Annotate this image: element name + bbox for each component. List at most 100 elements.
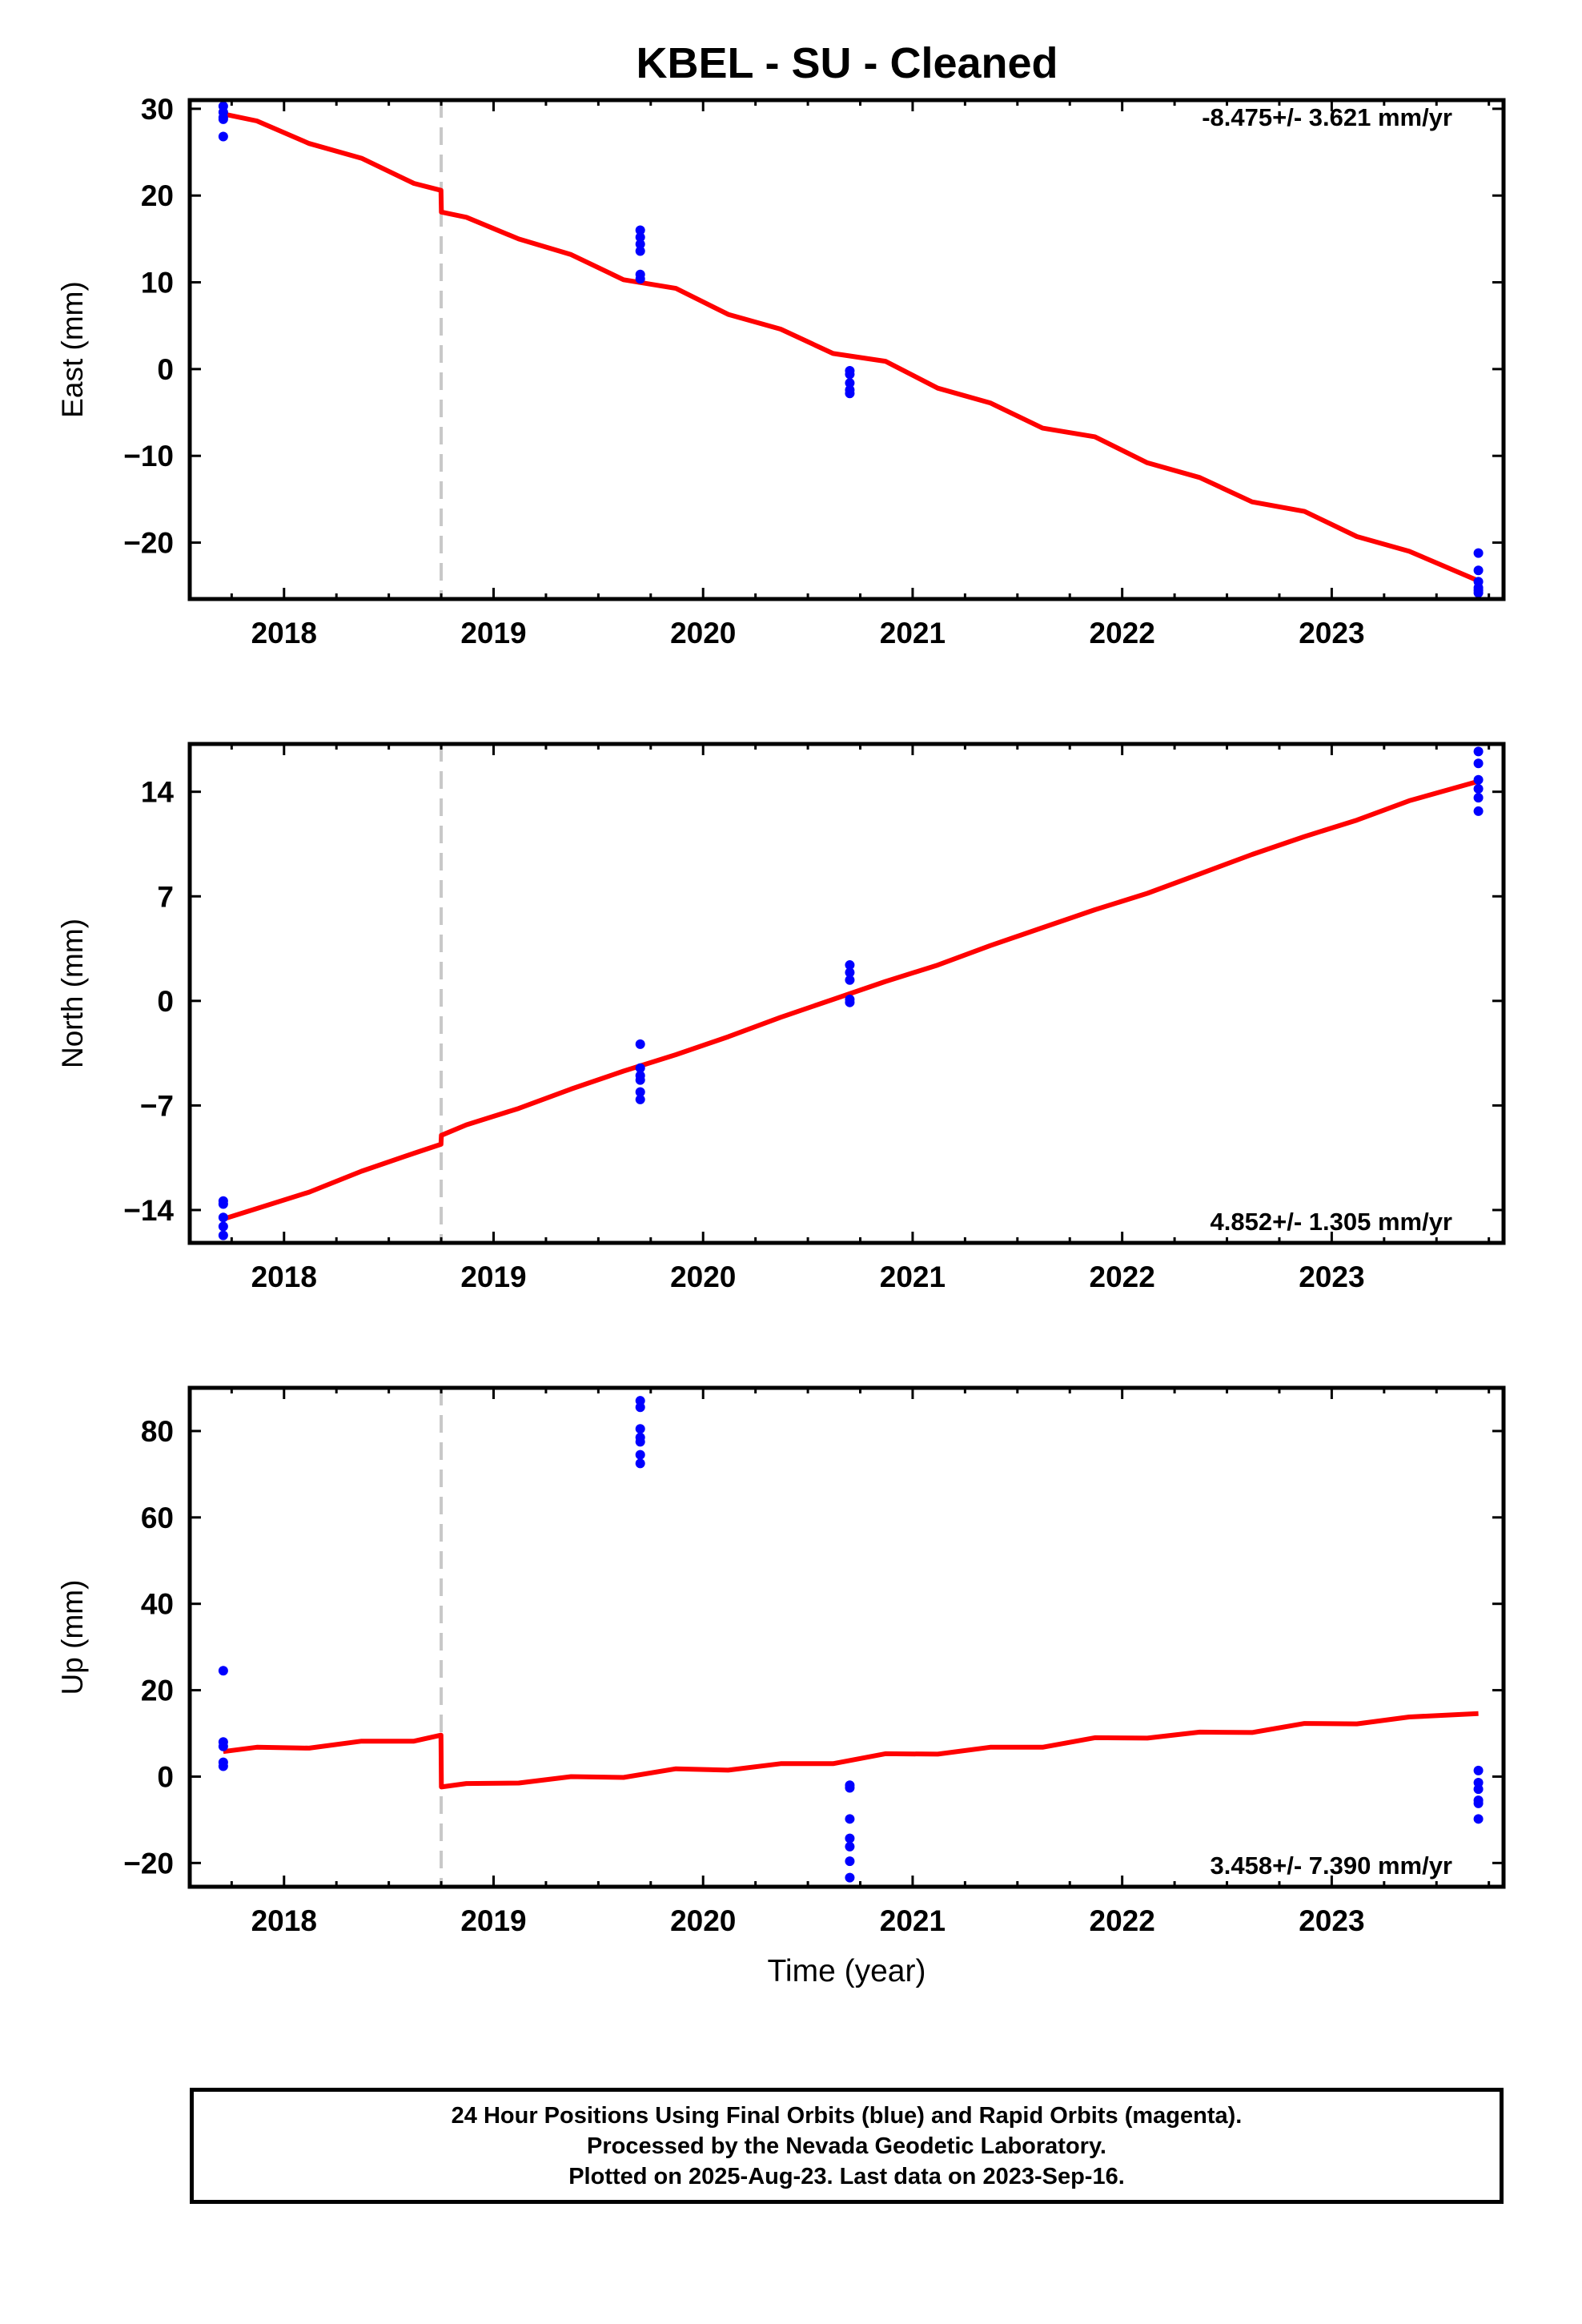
footer-box: 24 Hour Positions Using Final Orbits (bl… <box>190 2088 1504 2204</box>
up-data-point <box>635 1449 645 1460</box>
north-data-point <box>218 1212 228 1223</box>
up-model-fit-line <box>223 1711 1479 1790</box>
x-axis-label: Time (year) <box>768 1954 926 1988</box>
up-data-point <box>1473 1784 1484 1795</box>
east-data-point <box>1473 565 1484 576</box>
north-data-point <box>1473 783 1484 794</box>
east-x-tick-label: 2022 <box>1090 617 1155 649</box>
east-y-axis-label: East (mm) <box>56 281 89 418</box>
north-data-point <box>845 967 855 978</box>
north-x-tick-label: 2018 <box>251 1261 317 1293</box>
chart-title: KBEL - SU - Cleaned <box>636 39 1058 87</box>
up-y-tick-label: 20 <box>141 1675 174 1707</box>
up-data-point <box>635 1437 645 1447</box>
up-x-tick-label: 2020 <box>670 1904 736 1937</box>
north-x-tick-label: 2019 <box>460 1261 526 1293</box>
up-y-tick-label: 40 <box>141 1588 174 1621</box>
up-data-point <box>1473 1798 1484 1808</box>
up-y-axis-label: Up (mm) <box>56 1580 89 1695</box>
north-data-point <box>845 960 855 971</box>
north-x-tick-label: 2020 <box>670 1261 736 1293</box>
east-y-tick-label: −10 <box>123 440 174 472</box>
north-data-point <box>1473 806 1484 816</box>
up-data-point <box>845 1872 855 1883</box>
north-x-tick-label: 2021 <box>880 1261 946 1293</box>
up-data-point <box>635 1402 645 1413</box>
up-data-point <box>1473 1814 1484 1824</box>
north-y-tick-label: 14 <box>141 776 175 809</box>
up-data-point <box>845 1783 855 1793</box>
east-y-tick-label: 0 <box>157 353 174 386</box>
north-data-point <box>1473 774 1484 785</box>
east-x-tick-label: 2018 <box>251 617 317 649</box>
east-plot-frame <box>187 98 1506 601</box>
up-data-point <box>845 1814 855 1824</box>
east-data-point <box>845 369 855 380</box>
up-plot-frame <box>187 1385 1506 1889</box>
east-x-tick-label: 2021 <box>880 617 946 649</box>
up-x-tick-label: 2018 <box>251 1904 317 1937</box>
north-data-point <box>635 1063 645 1073</box>
up-data-point <box>845 1856 855 1867</box>
east-data-point <box>635 246 645 256</box>
up-y-tick-label: 80 <box>141 1415 174 1448</box>
east-data-point <box>635 274 645 284</box>
east-data-point <box>635 225 645 235</box>
up-y-tick-label: 0 <box>157 1760 174 1793</box>
north-x-tick-label: 2022 <box>1090 1261 1155 1293</box>
east-data-point <box>218 114 228 124</box>
east-data-point <box>1473 548 1484 558</box>
east-x-tick-label: 2023 <box>1299 617 1364 649</box>
north-data-point <box>845 997 855 1007</box>
up-x-tick-label: 2023 <box>1299 1904 1364 1937</box>
east-data-point <box>845 388 855 399</box>
north-data-point <box>1473 746 1484 757</box>
north-data-point <box>1473 758 1484 769</box>
east-panel: 2018 2019 2020 2021 2022 2023 −20 −10 0 10 20 30 Eas… <box>56 93 1506 649</box>
east-data-point <box>635 232 645 243</box>
north-data-point <box>218 1199 228 1209</box>
north-y-axis-label: North (mm) <box>56 919 89 1068</box>
up-data-point <box>218 1761 228 1771</box>
up-x-tick-label: 2019 <box>460 1904 526 1937</box>
east-y-tick-label: 30 <box>141 93 174 126</box>
up-data-point <box>1473 1765 1484 1775</box>
up-y-tick-label: −20 <box>123 1847 174 1880</box>
up-data-point <box>635 1424 645 1434</box>
up-rate-label: 3.458+/- 7.390 mm/yr <box>1211 1852 1452 1880</box>
east-data-point <box>218 131 228 142</box>
up-x-tick-label: 2021 <box>880 1904 946 1937</box>
up-data-point <box>218 1666 228 1676</box>
north-data-point <box>635 1087 645 1097</box>
up-data-point <box>845 1841 855 1852</box>
north-panel: 2018 2019 2020 2021 2022 2023 −14 −7 0 7 14 North (… <box>56 742 1506 1293</box>
east-x-tick-label: 2019 <box>460 617 526 649</box>
east-y-tick-label: 20 <box>141 179 174 212</box>
north-y-tick-label: 0 <box>157 985 174 1018</box>
up-data-point <box>218 1741 228 1751</box>
north-rate-label: 4.852+/- 1.305 mm/yr <box>1211 1208 1452 1236</box>
north-data-point <box>845 975 855 985</box>
east-x-tick-label: 2020 <box>670 617 736 649</box>
north-x-tick-label: 2023 <box>1299 1261 1364 1293</box>
north-data-point <box>635 1075 645 1085</box>
east-rate-label: -8.475+/- 3.621 mm/yr <box>1202 103 1452 131</box>
east-data-point <box>845 378 855 388</box>
up-y-tick-label: 60 <box>141 1502 174 1534</box>
north-model-fit-line <box>223 778 1480 1222</box>
east-data-point <box>1473 588 1484 598</box>
north-data-point <box>1473 793 1484 803</box>
north-y-tick-label: −7 <box>140 1089 174 1122</box>
up-data-point <box>635 1458 645 1469</box>
north-plot-frame <box>187 742 1506 1245</box>
north-y-tick-label: 7 <box>157 880 174 913</box>
footer-line-3: Plotted on 2025-Aug-23. Last data on 202… <box>568 2163 1125 2189</box>
east-model-fit-line <box>223 111 1480 583</box>
up-panel: 2018 2019 2020 2021 2022 2023 −20 0 20 40 60 80 Up (… <box>56 1385 1506 1988</box>
north-data-point <box>635 1094 645 1104</box>
east-y-tick-label: 10 <box>141 267 174 300</box>
north-y-tick-label: −14 <box>123 1194 174 1227</box>
north-data-point <box>218 1221 228 1232</box>
east-y-tick-label: −20 <box>123 527 174 560</box>
